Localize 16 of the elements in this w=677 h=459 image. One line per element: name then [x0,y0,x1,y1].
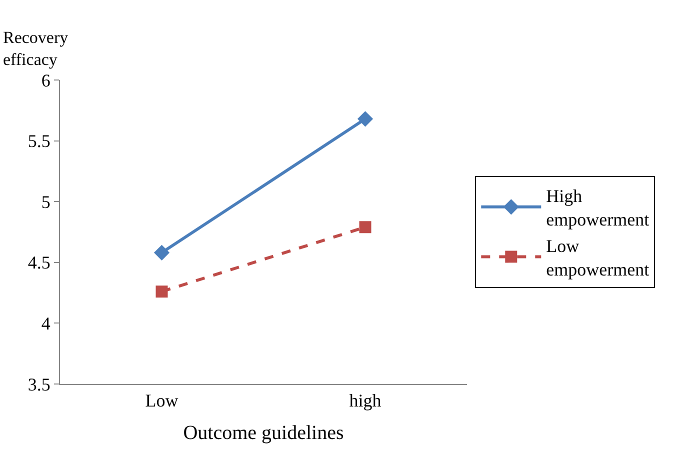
y-tick-label: 4.5 [28,252,50,273]
point [156,286,168,298]
y-tick-label: 3.5 [28,374,50,394]
y-tick-label: 5 [41,192,50,212]
y-tick-label: 5.5 [28,131,50,152]
x-tick-label: Low [145,390,178,411]
legend-label: Low empowerment [546,236,650,280]
x-axis-title: Outcome guidelines [183,422,344,444]
x-tick-label: high [349,390,382,411]
legend-label: High empowerment [546,186,650,230]
y-tick-label: 6 [41,70,50,90]
point [154,244,170,260]
y-tick-label: 4 [41,314,50,334]
y-axis-title: Recovery efficacy [3,28,69,70]
point [359,221,372,234]
point [357,111,374,127]
